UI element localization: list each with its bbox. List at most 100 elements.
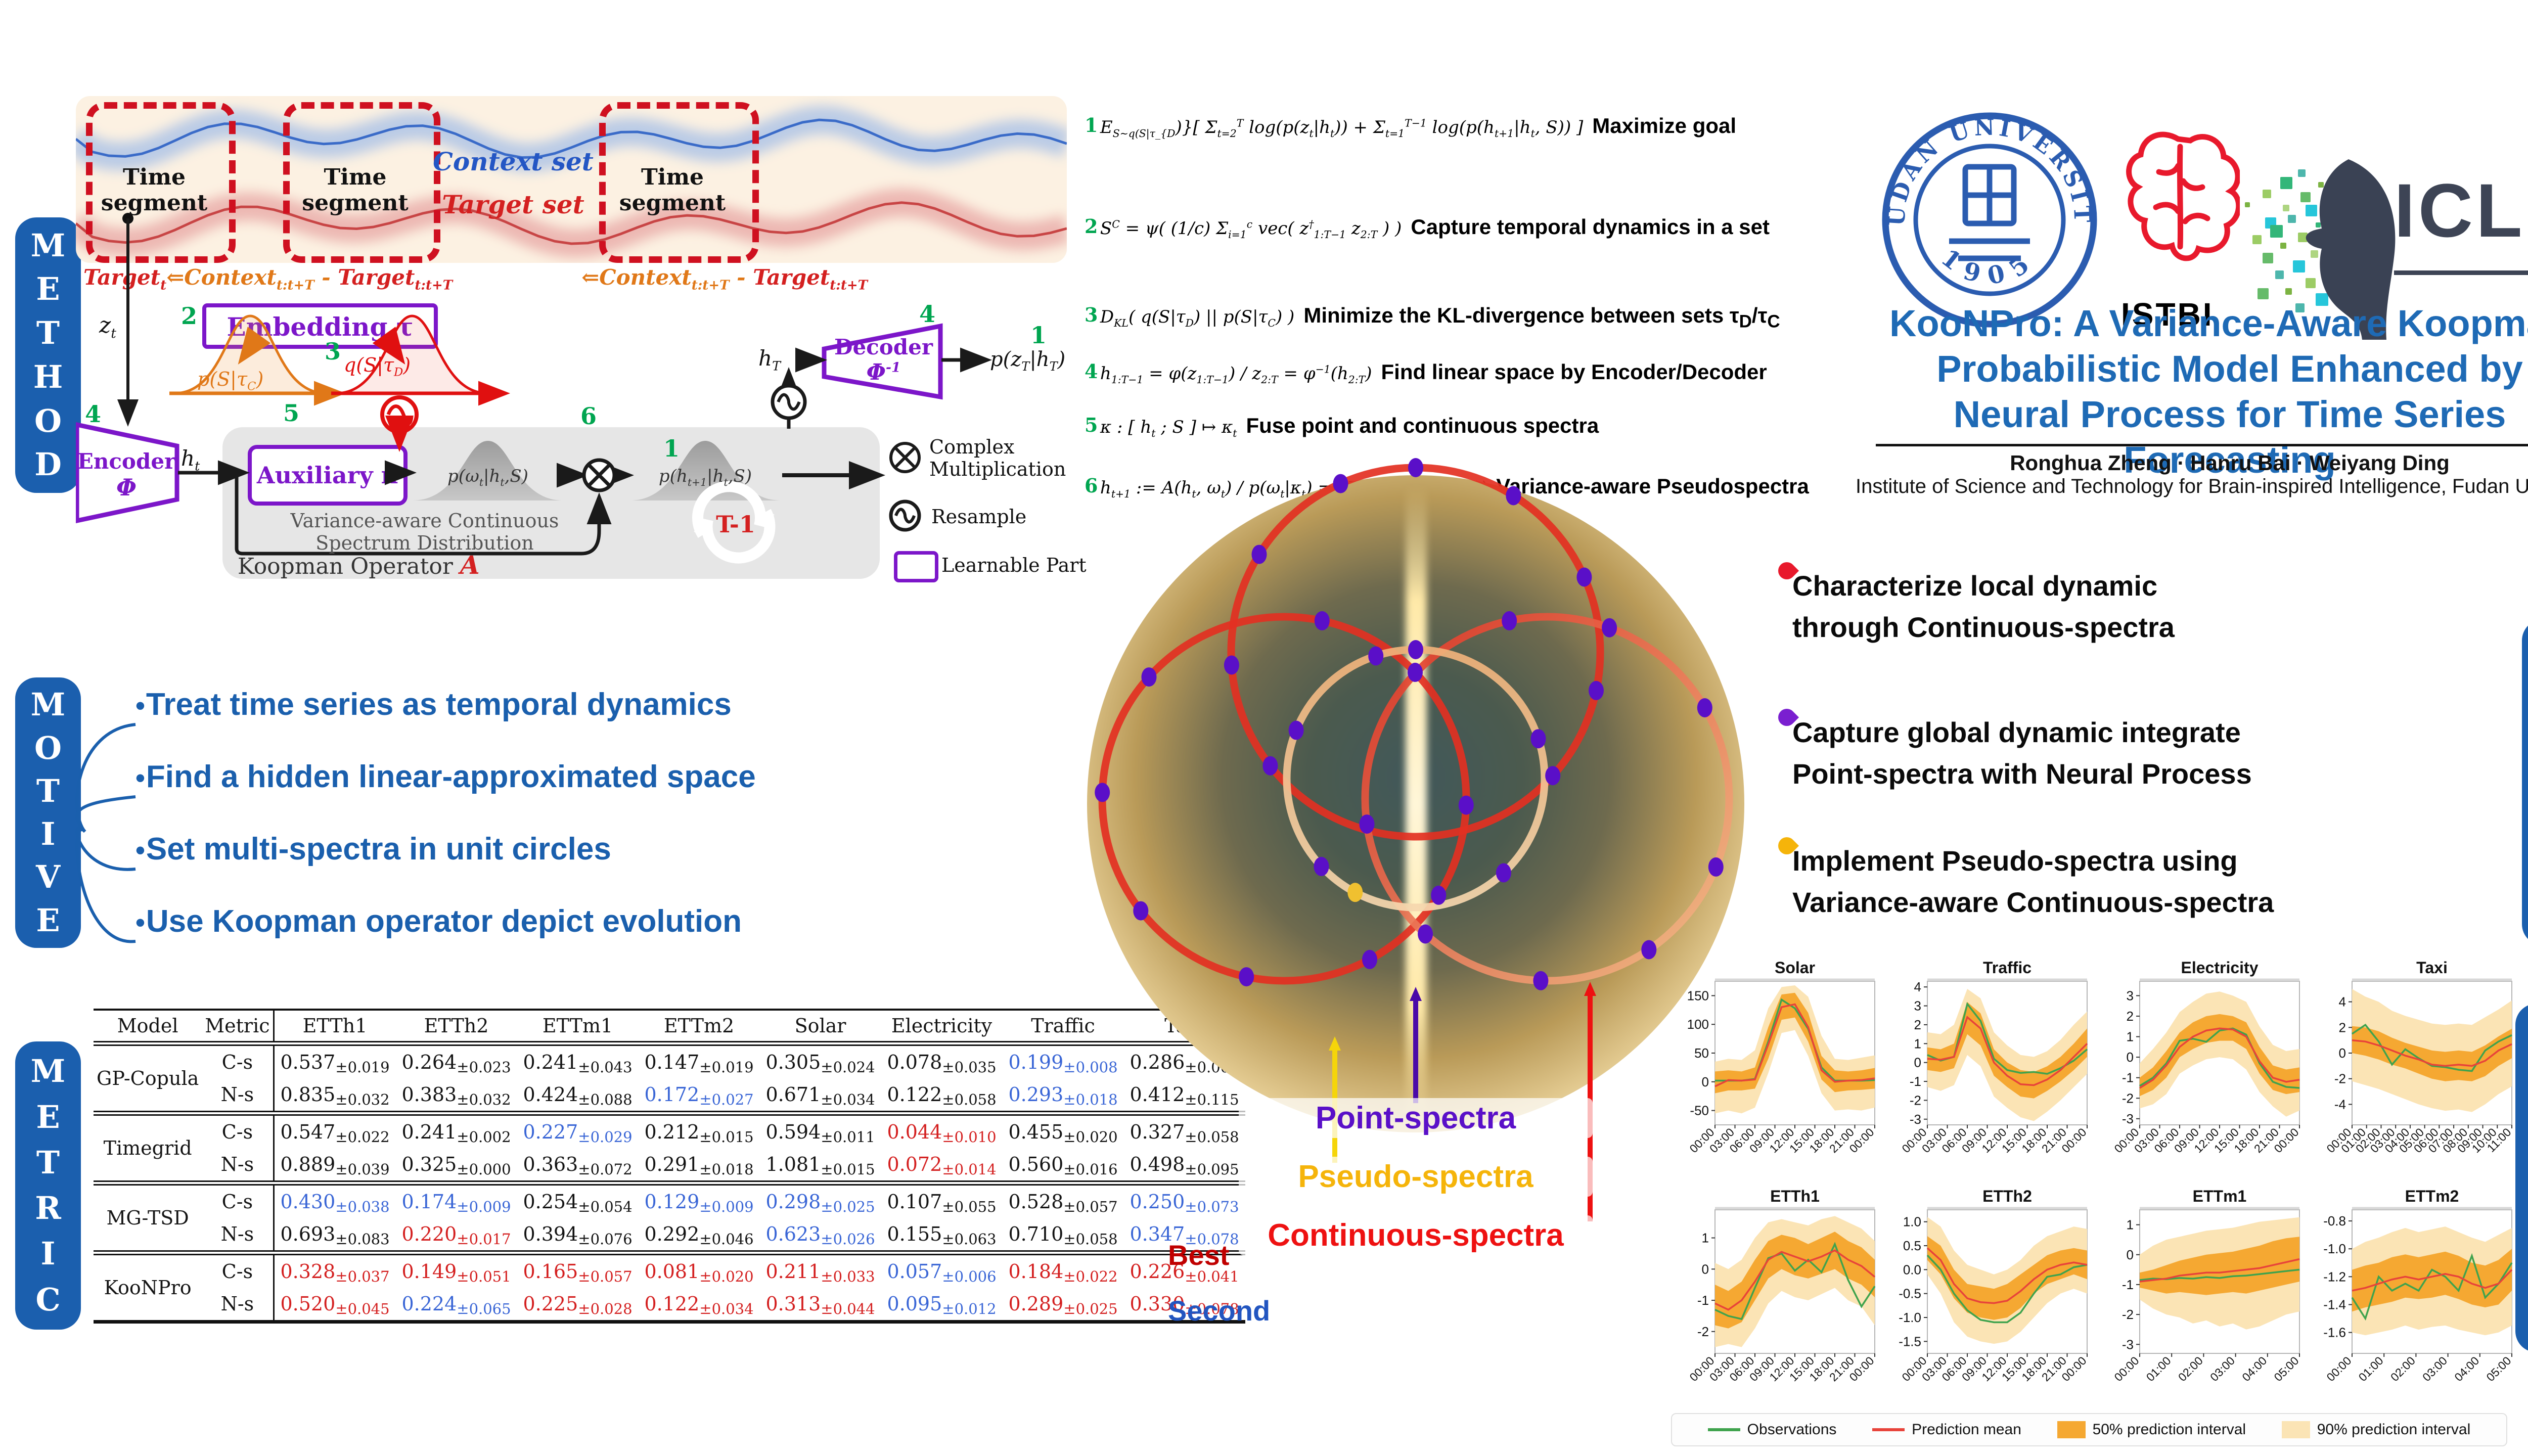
step-4-encoder: 4 — [85, 400, 102, 428]
badge-letter: I — [40, 815, 56, 853]
svg-text:4: 4 — [2339, 994, 2346, 1010]
metric-value: 0.671±0.034 — [765, 1083, 875, 1108]
step-1-output: 1 — [1030, 322, 1047, 349]
point-spectrum-dot — [1496, 863, 1511, 883]
point-spectrum-dot — [1708, 857, 1724, 877]
bell1-label: p(ωt|ht,S) — [447, 466, 528, 488]
legend-complex-1: Complex — [929, 436, 1015, 458]
iclr-logo-icon — [2245, 159, 2396, 340]
chart-legend-item: Prediction mean — [1872, 1421, 2021, 1438]
svg-text:ETTm2: ETTm2 — [2405, 1187, 2459, 1205]
concept-line: Capture global dynamic integrate — [1792, 716, 2241, 748]
svg-text:3: 3 — [1914, 998, 1921, 1014]
table-row: GP-Copula C-s 0.537±0.019 0.264±0.023 0.241±… — [94, 1043, 1245, 1089]
motive-connector-curves — [75, 723, 136, 943]
motive-item: •Find a hidden linear-approximated space — [136, 759, 756, 794]
metric-value: 0.250±0.073 — [1130, 1191, 1239, 1215]
badge-letter: C — [35, 1281, 61, 1318]
equation-number: 5 — [1085, 414, 1098, 436]
legend-complex: Complex Multiplication — [929, 436, 1066, 480]
model-name: KooNPro — [104, 1277, 192, 1299]
equation-row: 4 h1:T−1 = φ(z1:T−1) / z2:T = φ−1(h2:T) F… — [1085, 360, 1767, 386]
point-spectrum-dot — [1224, 655, 1239, 675]
forecast-chart-solar: 150100500-5000:0003:0006:0009:0012:0015:… — [1687, 959, 1876, 1155]
variance-text: Variance-aware Continuous Spectrum Distr… — [283, 510, 566, 554]
svg-text:-3: -3 — [2122, 1337, 2134, 1352]
rank-second: Second — [1168, 1295, 1271, 1327]
forecast-chart-traffic: 43210-1-2-300:0003:0006:0009:0012:0015:0… — [1899, 959, 2089, 1155]
bullet-icon: • — [136, 763, 145, 793]
chart-legend-item: 50% prediction interval — [2057, 1421, 2246, 1438]
metric-name: N-s — [202, 1218, 275, 1253]
metric-value: 0.430±0.038 — [280, 1191, 390, 1215]
hT-label: hT — [758, 346, 781, 374]
table-header: Electricity — [891, 1015, 992, 1037]
equation-formula: SC = ψ( (1/c) Σi=1c vec( z†1:T−1 z2:T ) … — [1100, 218, 1402, 241]
ht-label: ht — [181, 446, 200, 474]
legend-complex-2: Multiplication — [929, 458, 1066, 480]
time-segment-box — [283, 102, 440, 263]
legend-label: Observations — [1747, 1421, 1837, 1438]
legend-resample: Resample — [931, 506, 1027, 528]
svg-text:-2: -2 — [1910, 1093, 1921, 1108]
equation-formula: h1:T−1 = φ(z1:T−1) / z2:T = φ−1(h2:T) — [1100, 363, 1372, 386]
concept-item: Implement Pseudo-spectra using Variance-a… — [1774, 833, 2274, 923]
svg-text:-1.6: -1.6 — [2323, 1325, 2346, 1340]
time-segment-box — [599, 102, 759, 263]
svg-text:-0.5: -0.5 — [1899, 1286, 1921, 1301]
svg-text:00:00: 00:00 — [2111, 1354, 2141, 1384]
rank-best: Best — [1168, 1239, 1230, 1271]
metric-value: 0.184±0.022 — [1008, 1260, 1118, 1285]
pseudo-spectrum-dot — [1347, 883, 1363, 902]
pseudo-spectra-label: Pseudo-spectra — [1239, 1157, 1593, 1197]
metric-name: C-s — [202, 1043, 275, 1078]
flow-segment: Contextt:t+T — [599, 265, 730, 293]
svg-text:-50: -50 — [1690, 1103, 1709, 1118]
title-underline — [1876, 444, 2528, 446]
badge-letter: M — [30, 686, 66, 723]
point-spectrum-dot — [1458, 795, 1474, 815]
forecast-chart-ettm2: -0.8 -1.0 -1.2 -1.4 -1.6 00:00 01:00 02:00 03:00… — [2323, 1187, 2513, 1384]
svg-text:-0.8: -0.8 — [2323, 1213, 2346, 1228]
svg-text:01:00: 01:00 — [2356, 1354, 2386, 1384]
metric-value: 0.835±0.032 — [280, 1083, 390, 1108]
metric-value: 0.095±0.012 — [887, 1293, 997, 1317]
context-set-label: Context set — [433, 147, 594, 176]
metric-value: 0.147±0.019 — [644, 1051, 754, 1076]
variance-line1: Variance-aware Continuous — [290, 510, 559, 532]
svg-text:0.0: 0.0 — [1903, 1262, 1921, 1277]
metric-value: 0.227±0.029 — [523, 1121, 633, 1146]
svg-text:-1.5: -1.5 — [1899, 1334, 1921, 1349]
svg-text:1.0: 1.0 — [1903, 1214, 1921, 1230]
metric-value: 0.226±0.041 — [1130, 1260, 1239, 1285]
point-spectrum-dot — [1368, 646, 1384, 666]
bullet-icon: • — [136, 835, 145, 866]
motive-item: •Set multi-spectra in unit circles — [136, 832, 611, 867]
metric-value: 0.212±0.015 — [644, 1121, 754, 1146]
metric-value: 0.078±0.035 — [887, 1051, 997, 1076]
equation-row: 3 DKL( q(S|τD) || p(S|τC) ) Minimize the … — [1085, 303, 1780, 332]
concept-line: Implement Pseudo-spectra using — [1792, 845, 2238, 877]
svg-text:1: 1 — [1702, 1231, 1709, 1246]
legend-swatch — [1707, 1428, 1740, 1431]
metric-value: 0.129±0.009 — [644, 1191, 754, 1215]
metric-value: 0.172±0.027 — [644, 1083, 754, 1108]
motive-item: •Treat time series as temporal dynamics — [136, 687, 732, 722]
point-spectrum-dot — [1502, 611, 1517, 630]
fudan-university-logo: FUDAN UNIVERSITY1905 — [1878, 109, 2097, 328]
target-context-flow-left: Targett⇐Contextt:t+T - Targett:t+T — [83, 265, 453, 293]
table-header: ETTh2 — [424, 1015, 489, 1037]
svg-text:Solar: Solar — [1775, 959, 1815, 977]
metric-value: 0.122±0.058 — [887, 1083, 997, 1108]
point-spectrum-dot — [1545, 766, 1561, 786]
model-name: Timegrid — [103, 1137, 192, 1159]
legend-label: 50% prediction interval — [2092, 1421, 2246, 1438]
auxiliary-box: Auxiliary κ — [248, 445, 408, 506]
point-spectrum-dot — [1251, 544, 1267, 564]
svg-text:150: 150 — [1687, 988, 1709, 1003]
forecast-chart-etth2: 1.00.50.0-0.5-1.0-1.500:0003:0006:0009:0… — [1899, 1187, 2089, 1384]
metric-value: 0.394±0.076 — [523, 1223, 633, 1248]
table-row: N-s 0.693±0.083 0.220±0.017 0.394±0.076 0.29… — [94, 1218, 1245, 1253]
point-spectrum-dot — [1418, 924, 1433, 944]
metric-name: C-s — [202, 1253, 275, 1288]
